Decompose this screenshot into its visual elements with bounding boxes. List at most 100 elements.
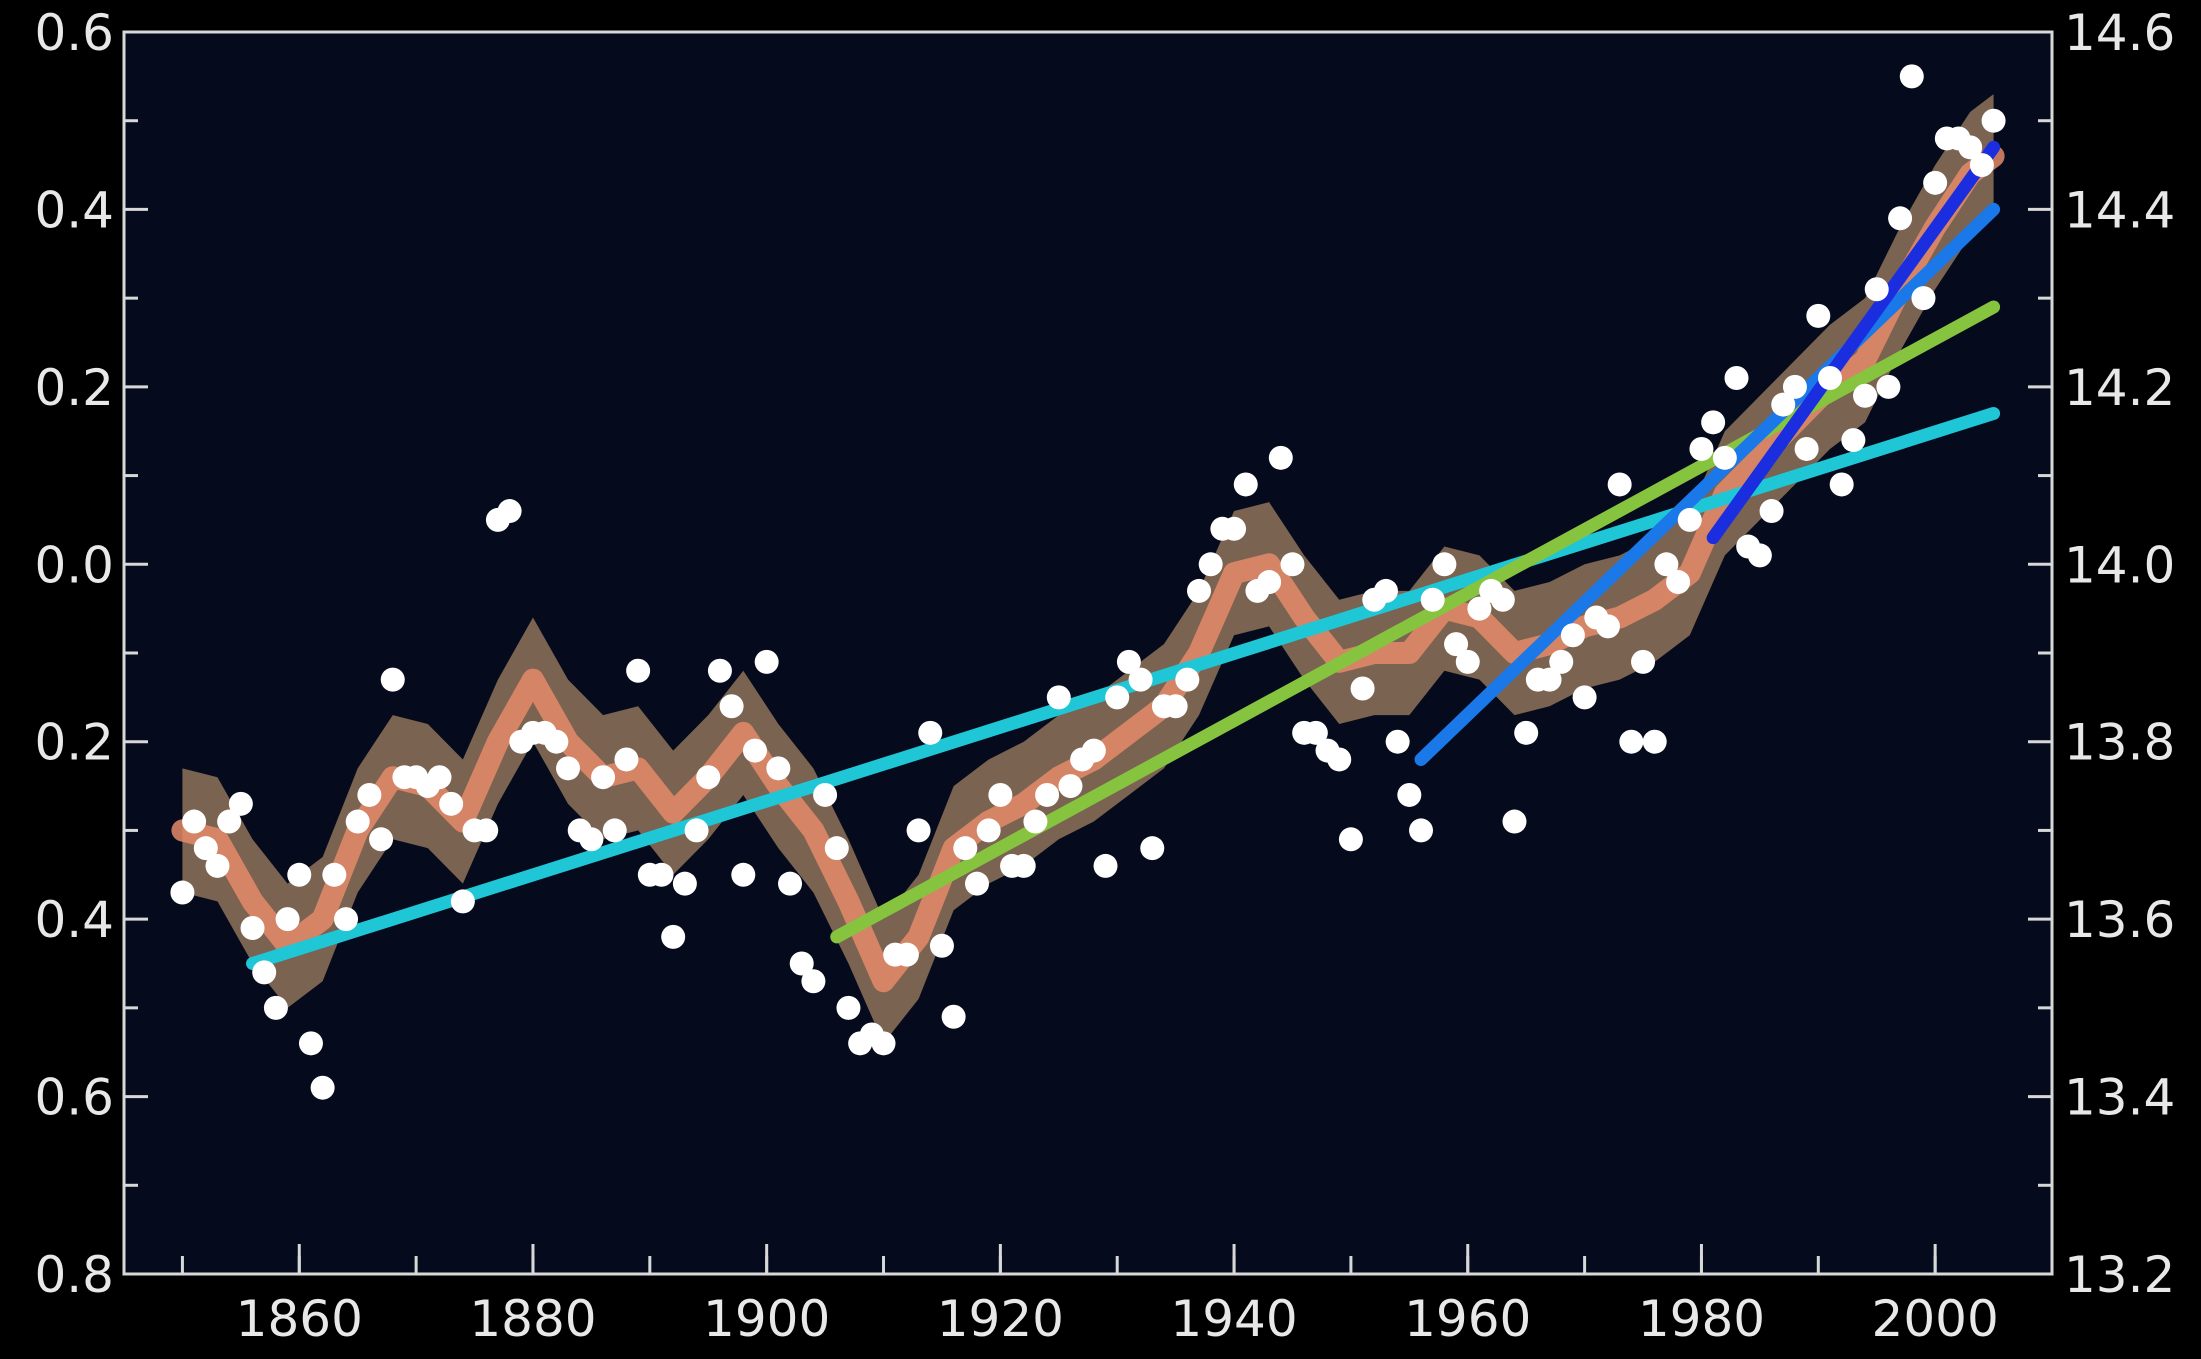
data-point-1960 [1455, 649, 1480, 674]
data-point-1923 [1023, 809, 1048, 834]
y-axis-left: 0.6 0.4 0.2 0.0 0.2 0.4 0.6 0.8 [34, 4, 148, 1304]
data-point-1868 [380, 667, 405, 692]
data-point-1950 [1338, 827, 1363, 852]
data-point-1972 [1595, 614, 1620, 639]
data-point-1978 [1666, 570, 1691, 595]
data-point-1901 [766, 756, 791, 781]
data-point-1912 [894, 942, 919, 967]
data-point-1895 [696, 765, 721, 790]
data-point-1991 [1817, 365, 1842, 390]
data-point-1905 [813, 782, 838, 807]
data-point-1857 [252, 960, 277, 985]
y-axis-right: 14.6 14.4 14.2 14.0 13.8 13.6 13.4 13.2 [2028, 4, 2175, 1304]
data-point-1987 [1771, 392, 1796, 417]
data-point-1945 [1280, 552, 1305, 577]
data-point-1925 [1046, 685, 1071, 710]
data-point-1917 [953, 836, 978, 861]
data-point-1910 [871, 1031, 896, 1056]
data-point-1992 [1829, 472, 1854, 497]
data-point-1883 [556, 756, 581, 781]
data-point-1899 [742, 738, 767, 763]
data-point-1896 [707, 658, 732, 683]
data-point-1872 [427, 765, 452, 790]
data-point-1973 [1607, 472, 1632, 497]
data-point-1953 [1373, 578, 1398, 603]
data-point-1862 [310, 1075, 335, 1100]
x-tick-label: 2000 [1872, 1290, 1999, 1348]
data-point-1897 [719, 694, 744, 719]
data-point-1933 [1140, 836, 1165, 861]
data-point-1924 [1035, 782, 1060, 807]
y-tick-label-left: 0.4 [34, 181, 114, 239]
data-point-1856 [240, 916, 265, 941]
data-point-1898 [731, 862, 756, 887]
x-tick-label: 1900 [703, 1290, 830, 1348]
data-point-1936 [1175, 667, 1200, 692]
x-tick-label: 1960 [1404, 1290, 1531, 1348]
y-tick-label-left: 0.6 [34, 1069, 114, 1127]
data-point-2000 [1923, 170, 1948, 195]
data-point-1974 [1619, 729, 1644, 754]
data-point-1975 [1631, 649, 1656, 674]
y-tick-label-right: 14.4 [2064, 181, 2175, 239]
y-tick-label-right: 13.8 [2064, 714, 2175, 772]
data-point-1864 [334, 907, 359, 932]
data-point-1876 [474, 818, 499, 843]
data-point-1926 [1058, 774, 1083, 799]
data-point-1993 [1841, 428, 1866, 453]
data-point-1922 [1011, 853, 1036, 878]
y-tick-label-left: 0.0 [34, 536, 114, 594]
data-point-1983 [1724, 365, 1749, 390]
data-point-1998 [1899, 64, 1924, 89]
y-tick-label-left: 0.6 [34, 4, 114, 62]
data-point-1914 [918, 720, 943, 745]
x-tick-label: 1880 [469, 1290, 596, 1348]
data-point-1976 [1642, 729, 1667, 754]
data-point-1865 [345, 809, 370, 834]
data-point-1858 [263, 995, 288, 1020]
data-point-1940 [1222, 516, 1247, 541]
data-point-1990 [1806, 303, 1831, 328]
data-point-1961 [1467, 596, 1492, 621]
data-point-1888 [614, 747, 639, 772]
x-tick-label: 1980 [1638, 1290, 1765, 1348]
data-point-1949 [1327, 747, 1352, 772]
data-point-1929 [1093, 853, 1118, 878]
data-point-1937 [1187, 578, 1212, 603]
data-point-1935 [1163, 694, 1188, 719]
data-point-2004 [1969, 153, 1994, 178]
data-point-1989 [1794, 436, 1819, 461]
data-point-1878 [497, 499, 522, 524]
data-point-2003 [1958, 135, 1983, 160]
y-tick-label-left: 0.2 [34, 359, 114, 417]
data-point-1954 [1385, 729, 1410, 754]
data-point-1930 [1105, 685, 1130, 710]
data-point-1882 [544, 729, 569, 754]
y-tick-label-left: 0.4 [34, 891, 114, 949]
data-point-1982 [1712, 445, 1737, 470]
data-point-1955 [1397, 782, 1422, 807]
data-point-1986 [1759, 499, 1784, 524]
data-point-2005 [1981, 108, 2006, 133]
data-point-1956 [1409, 818, 1434, 843]
data-point-1951 [1350, 676, 1375, 701]
data-point-1932 [1128, 667, 1153, 692]
data-point-1997 [1888, 206, 1913, 231]
trend-line-25yr [1706, 140, 2001, 545]
data-point-1988 [1782, 374, 1807, 399]
data-point-1904 [801, 969, 826, 994]
data-point-1941 [1233, 472, 1258, 497]
data-point-1999 [1911, 286, 1936, 311]
data-point-1944 [1268, 445, 1293, 470]
data-point-1947 [1303, 720, 1328, 745]
x-tick-label: 1920 [937, 1290, 1064, 1348]
data-point-1867 [369, 827, 394, 852]
x-tick-label: 1860 [236, 1290, 363, 1348]
data-point-1866 [357, 782, 382, 807]
data-point-1887 [602, 818, 627, 843]
data-point-1918 [964, 871, 989, 896]
data-point-1995 [1864, 277, 1889, 302]
data-point-1902 [778, 871, 803, 896]
